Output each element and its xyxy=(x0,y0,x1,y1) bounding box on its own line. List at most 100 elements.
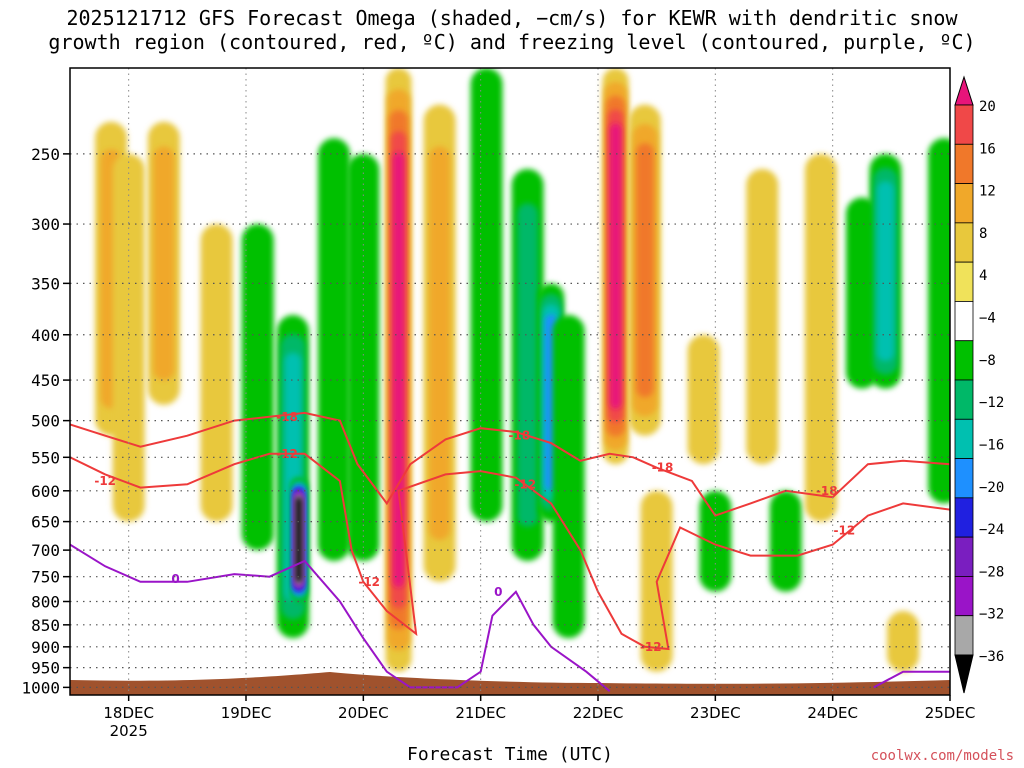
contour-label: -12 xyxy=(640,640,662,654)
colorbar-label: −12 xyxy=(979,395,1004,411)
omega-shade-cell xyxy=(153,146,175,381)
plot-frame xyxy=(69,67,951,696)
y-tick-label: 300 xyxy=(31,215,60,234)
contour-label: -18 xyxy=(816,484,838,498)
colorbar-label: −20 xyxy=(979,480,1004,496)
x-tick-label: 19DEC xyxy=(221,704,272,722)
colorbar-cell xyxy=(954,379,974,420)
contour-label: -18 xyxy=(509,429,531,443)
colorbar-label: −4 xyxy=(979,311,996,327)
colorbar-cell xyxy=(954,418,974,459)
colorbar-label: 4 xyxy=(979,268,987,284)
grid-lines xyxy=(70,68,950,695)
omega-shade-cell xyxy=(746,168,779,465)
contour-label: -18 xyxy=(276,410,298,424)
omega-shade-cell xyxy=(928,138,950,504)
x-tick-label: 20DEC xyxy=(338,704,389,722)
omega-shade-cell xyxy=(876,181,894,362)
freezing-level-contour xyxy=(70,543,611,692)
omega-shade-cell xyxy=(470,68,503,522)
y-tick-label: 950 xyxy=(31,659,60,678)
omega-colorbar: 20 16 12 8 4 −4 −8 −12 −16 −20 −24 −28 −32 −36 xyxy=(954,75,1004,694)
colorbar-cell xyxy=(954,458,974,499)
x-tick-label: 18DEC xyxy=(103,704,154,722)
omega-shade-cell xyxy=(887,611,920,672)
y-tick-label: 600 xyxy=(31,482,60,501)
title-line-2: growth region (contoured, red, ºC) and f… xyxy=(48,30,976,54)
contour-minus12 xyxy=(70,452,950,651)
colorbar-label: 8 xyxy=(979,226,987,242)
colorbar-label: 16 xyxy=(979,141,996,157)
y-tick-label: 550 xyxy=(31,448,60,467)
contour-label: 0 xyxy=(494,585,502,599)
x-tick-label: 21DEC xyxy=(455,704,506,722)
y-tick-label: 900 xyxy=(31,638,60,657)
omega-shade-cell xyxy=(769,490,802,592)
y-tick-label: 450 xyxy=(31,371,60,390)
y-tick-label: 700 xyxy=(31,541,60,560)
omega-shade-cell xyxy=(295,496,302,583)
colorbar-cell xyxy=(954,615,974,656)
colorbar-cell xyxy=(954,104,974,145)
x-tick-label: 24DEC xyxy=(807,704,858,722)
x-tick-label: 23DEC xyxy=(690,704,741,722)
y-tick-label: 250 xyxy=(31,145,60,164)
credit-text[interactable]: coolwx.com/models xyxy=(870,748,1014,764)
colorbar-label: 20 xyxy=(979,99,996,115)
colorbar-cell xyxy=(954,222,974,263)
terrain-ground xyxy=(70,672,950,695)
omega-shade-cell xyxy=(687,334,720,465)
x-axis-label: Forecast Time (UTC) xyxy=(407,744,613,765)
y-tick-label: 650 xyxy=(31,513,60,532)
y-tick-label: 850 xyxy=(31,616,60,635)
y-tick-label: 1000 xyxy=(21,678,60,697)
colorbar-label: −32 xyxy=(979,607,1004,623)
y-tick-label: 350 xyxy=(31,274,60,293)
contour-label: -12 xyxy=(514,477,536,491)
x-tick-year: 2025 xyxy=(110,722,148,740)
colorbar-cell xyxy=(954,183,974,224)
colorbar-cell xyxy=(954,536,974,577)
contour-label: -12 xyxy=(94,474,116,488)
colorbar-cell xyxy=(954,301,974,342)
colorbar-cell xyxy=(954,340,974,381)
y-tick-label: 800 xyxy=(31,593,60,612)
omega-shade-cell xyxy=(318,138,350,561)
colorbar-bottom-arrow xyxy=(954,654,974,694)
axes: 250 300 350 400 450 500 550 600 650 700 750 800 850 9… xyxy=(21,67,976,740)
x-tick-label: 25DEC xyxy=(925,704,976,722)
freezing-level-contour-east xyxy=(873,670,950,689)
contour-label: -12 xyxy=(834,523,856,537)
y-tick-label: 500 xyxy=(31,412,60,431)
omega-shading xyxy=(70,68,950,695)
title-line-1: 2025121712 GFS Forecast Omega (shaded, −… xyxy=(66,6,958,30)
omega-shade-cell xyxy=(552,315,585,639)
contour-label: -12 xyxy=(276,447,298,461)
contour-label: 0 xyxy=(171,572,179,586)
omega-shade-cell xyxy=(609,123,622,409)
colorbar-label: 12 xyxy=(979,184,996,200)
x-tick-label: 22DEC xyxy=(573,704,624,722)
omega-shade-cell xyxy=(804,153,837,522)
colorbar-label: −36 xyxy=(979,649,1004,665)
y-tick-label: 400 xyxy=(31,326,60,345)
colorbar-cell xyxy=(954,497,974,538)
omega-shade-cell xyxy=(429,146,450,541)
omega-shade-cell xyxy=(347,153,380,561)
chart-title: 2025121712 GFS Forecast Omega (shaded, −… xyxy=(0,6,1024,54)
colorbar-cell xyxy=(954,261,974,302)
colorbar-label: −24 xyxy=(979,522,1004,538)
colorbar-cell xyxy=(954,576,974,617)
y-tick-label: 750 xyxy=(31,568,60,587)
omega-shade-cell xyxy=(517,203,538,527)
colorbar-label: −16 xyxy=(979,437,1004,453)
omega-shade-cell xyxy=(636,143,654,398)
colorbar-label: −28 xyxy=(979,564,1004,580)
omega-shade-cell xyxy=(241,224,274,551)
contour-label: -18 xyxy=(652,461,674,475)
colorbar-cell xyxy=(954,143,974,184)
colorbar-top-arrow xyxy=(954,75,974,106)
contour-minus18 xyxy=(70,411,950,517)
colorbar-label: −8 xyxy=(979,353,996,369)
